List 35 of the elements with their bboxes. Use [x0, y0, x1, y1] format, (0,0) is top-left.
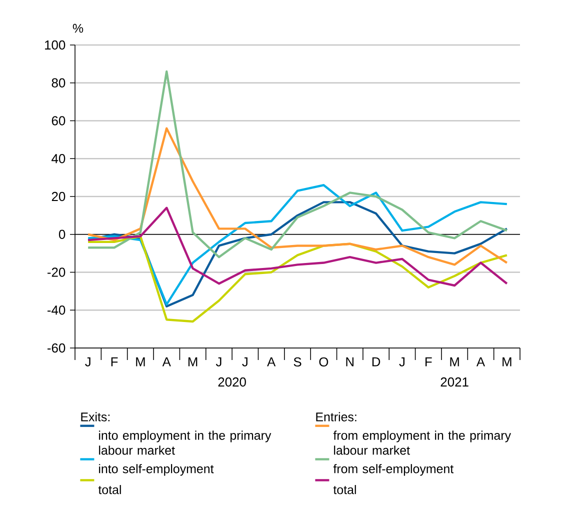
x-tick-label: O — [319, 357, 328, 367]
x-tick-label: M — [502, 357, 512, 366]
x-tick-label: J — [242, 357, 248, 366]
text: 2020 — [218, 377, 246, 387]
y-tick-label: -60 — [48, 343, 66, 353]
x-tick-label: F — [111, 357, 118, 366]
x-tick-label: M — [188, 357, 198, 366]
text: Exits: — [81, 412, 110, 422]
x-tick-label: J — [85, 357, 90, 366]
text: Entries: — [316, 412, 356, 422]
x-tick-label: J — [216, 357, 222, 366]
x-tick-label: D — [372, 357, 380, 366]
y-tick-label: -40 — [48, 306, 66, 315]
x-tick-label: F — [425, 357, 432, 366]
x-tick-label: A — [476, 357, 486, 366]
y-axis-title: % — [72, 24, 84, 33]
x-tick-label: N — [346, 357, 354, 366]
y-tick-label: 20 — [52, 192, 66, 202]
x-tick-label: M — [136, 357, 145, 366]
legend-label: total — [98, 485, 121, 494]
x-tick-label: A — [162, 357, 171, 366]
legend-label: into self-employment — [99, 464, 214, 476]
y-tick-label: 80 — [52, 78, 66, 88]
y-tick-label: 60 — [52, 116, 66, 126]
y-tick-label: -20 — [48, 268, 66, 277]
x-tick-label: M — [450, 357, 459, 366]
y-tick-label: 0 — [58, 230, 66, 239]
x-tick-label: S — [294, 357, 302, 367]
legend-label: from self-employment — [333, 464, 454, 476]
legend-label: total — [333, 485, 356, 494]
text: 2021 — [440, 377, 468, 387]
y-tick-label: 100 — [45, 40, 66, 50]
x-tick-label: A — [267, 357, 276, 366]
y-tick-label: 40 — [52, 154, 66, 164]
x-tick-label: J — [399, 357, 404, 366]
